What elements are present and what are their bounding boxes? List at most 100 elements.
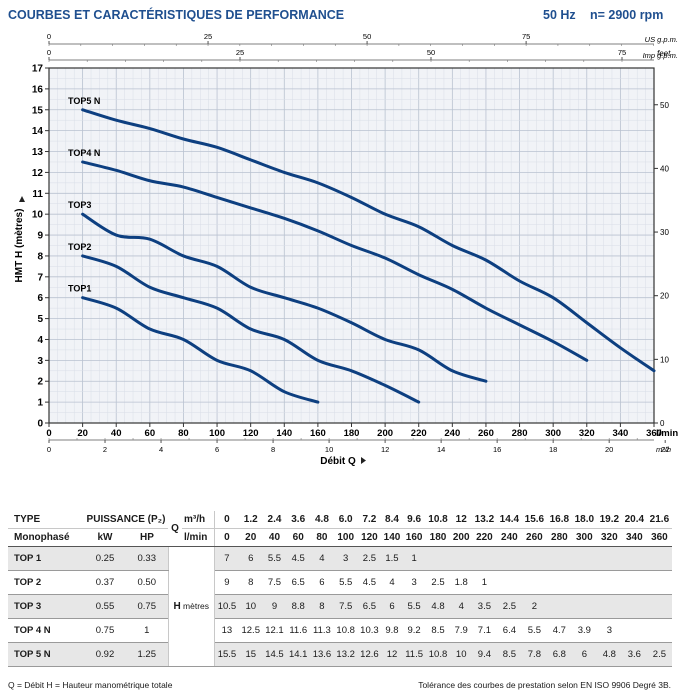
y-tick-label: 16 — [32, 84, 44, 95]
m3h-tick-label: 18 — [549, 445, 557, 454]
x-tick-label: 160 — [310, 428, 326, 439]
head-value — [621, 618, 647, 643]
m3h-tick-label: 16 — [493, 445, 501, 454]
y-axis-label: HMT H (mètres) — [14, 209, 25, 283]
impgpm-tick-label: 25 — [236, 48, 244, 57]
m3h-value: 20.4 — [621, 511, 647, 529]
head-value: 4.8 — [425, 594, 451, 619]
head-value — [646, 594, 672, 619]
head-value: 14.5 — [262, 642, 287, 667]
y-tick-label: 15 — [32, 105, 44, 116]
head-value: 4 — [381, 570, 403, 595]
head-value — [546, 570, 572, 595]
m3h-tick-label: 14 — [437, 445, 445, 454]
lmin-value: 200 — [450, 528, 472, 547]
power-hp: 0.33 — [126, 546, 168, 571]
head-value: 13.6 — [310, 642, 334, 667]
lmin-value: 160 — [402, 528, 426, 547]
power-hp: 1 — [126, 618, 168, 643]
head-value: 8 — [238, 570, 263, 595]
head-value: 12.6 — [357, 642, 382, 667]
lmin-value: 300 — [571, 528, 597, 547]
page-title: COURBES ET CARACTÉRISTIQUES DE PERFORMAN… — [8, 8, 345, 22]
lmin-value: 40 — [262, 528, 287, 547]
frequency-label: 50 Hz — [543, 8, 576, 22]
speed-label: n= 2900 rpm — [590, 8, 664, 22]
head-value: 14.1 — [286, 642, 311, 667]
series-line-top5-n — [81, 108, 656, 373]
table-header-row: Monophasé kW HP l/min 0 20 40 60 80 100 120 140 160 1… — [8, 528, 672, 547]
usgpm-tick-label: 75 — [522, 32, 530, 41]
x-unit-label: l/min — [656, 428, 678, 439]
impgpm-unit-label: Imp g.p.m. — [643, 51, 678, 60]
head-value: 10.5 — [213, 594, 239, 619]
y-axis-arrow-icon — [19, 196, 25, 202]
head-value: 8.8 — [286, 594, 311, 619]
feet-tick-label: 40 — [660, 164, 669, 173]
head-value — [621, 570, 647, 595]
power-hp: 0.50 — [126, 570, 168, 595]
x-tick-label: 40 — [111, 428, 122, 439]
head-value: 7.5 — [333, 594, 358, 619]
series-label: TOP2 — [68, 242, 91, 252]
head-value: 2.5 — [357, 546, 382, 571]
x-axis-arrow-icon — [361, 457, 366, 464]
power-kw: 0.75 — [84, 618, 126, 643]
y-tick-label: 14 — [32, 126, 44, 137]
x-tick-label: 180 — [344, 428, 360, 439]
x-tick-label: 120 — [243, 428, 259, 439]
head-value: 3 — [333, 546, 358, 571]
lmin-value: 260 — [521, 528, 547, 547]
m3h-tick-label: 20 — [605, 445, 613, 454]
y-tick-label: 9 — [37, 231, 43, 242]
lmin-value: 360 — [646, 528, 672, 547]
lmin-value: 180 — [425, 528, 451, 547]
m3h-value: 15.6 — [521, 511, 547, 529]
head-value — [571, 594, 597, 619]
head-value — [596, 570, 622, 595]
power-hp: 1.25 — [126, 642, 168, 667]
series-line-top1 — [81, 296, 320, 404]
m3h-value: 18.0 — [571, 511, 597, 529]
head-value: 2.5 — [646, 642, 672, 667]
head-value: 4.7 — [546, 618, 572, 643]
head-value: 6 — [238, 546, 263, 571]
m3h-value: 19.2 — [596, 511, 622, 529]
power-hp: 0.75 — [126, 594, 168, 619]
head-value: 12.5 — [238, 618, 263, 643]
head-value — [646, 618, 672, 643]
head-value: 10.8 — [333, 618, 358, 643]
y-tick-label: 10 — [32, 210, 44, 221]
head-value: 15.5 — [213, 642, 239, 667]
head-value: 5.5 — [262, 546, 287, 571]
head-value: 6.5 — [357, 594, 382, 619]
series-label: TOP3 — [68, 200, 91, 210]
table-row: TOP 1 0.25 0.33 H mètres 7 6 5.5 4.5 4 3 2.5 1.5 1 — [8, 546, 672, 667]
head-value: 2 — [521, 594, 547, 619]
power-kw: 0.92 — [84, 642, 126, 667]
type-subheader: Monophasé — [8, 528, 84, 547]
x-tick-label: 340 — [612, 428, 628, 439]
head-value: 3.9 — [571, 618, 597, 643]
head-value: 7.9 — [450, 618, 472, 643]
x-axis-label: Débit Q — [320, 456, 356, 467]
head-value: 12 — [381, 642, 403, 667]
head-value — [571, 546, 597, 571]
h-header: H mètres — [167, 546, 215, 667]
head-value — [425, 546, 451, 571]
lmin-value: 140 — [381, 528, 403, 547]
y-tick-label: 0 — [37, 419, 43, 430]
y-tick-label: 11 — [32, 189, 43, 200]
feet-tick-label: 30 — [660, 228, 669, 237]
y-tick-label: 8 — [37, 251, 43, 262]
y-tick-label: 1 — [37, 398, 43, 409]
head-value: 4.5 — [357, 570, 382, 595]
m3h-tick-label: 10 — [325, 445, 333, 454]
head-value: 9 — [262, 594, 287, 619]
y-tick-label: 13 — [32, 147, 44, 158]
head-value: 2.5 — [425, 570, 451, 595]
series-label: TOP4 N — [68, 148, 100, 158]
y-tick-label: 6 — [37, 293, 43, 304]
